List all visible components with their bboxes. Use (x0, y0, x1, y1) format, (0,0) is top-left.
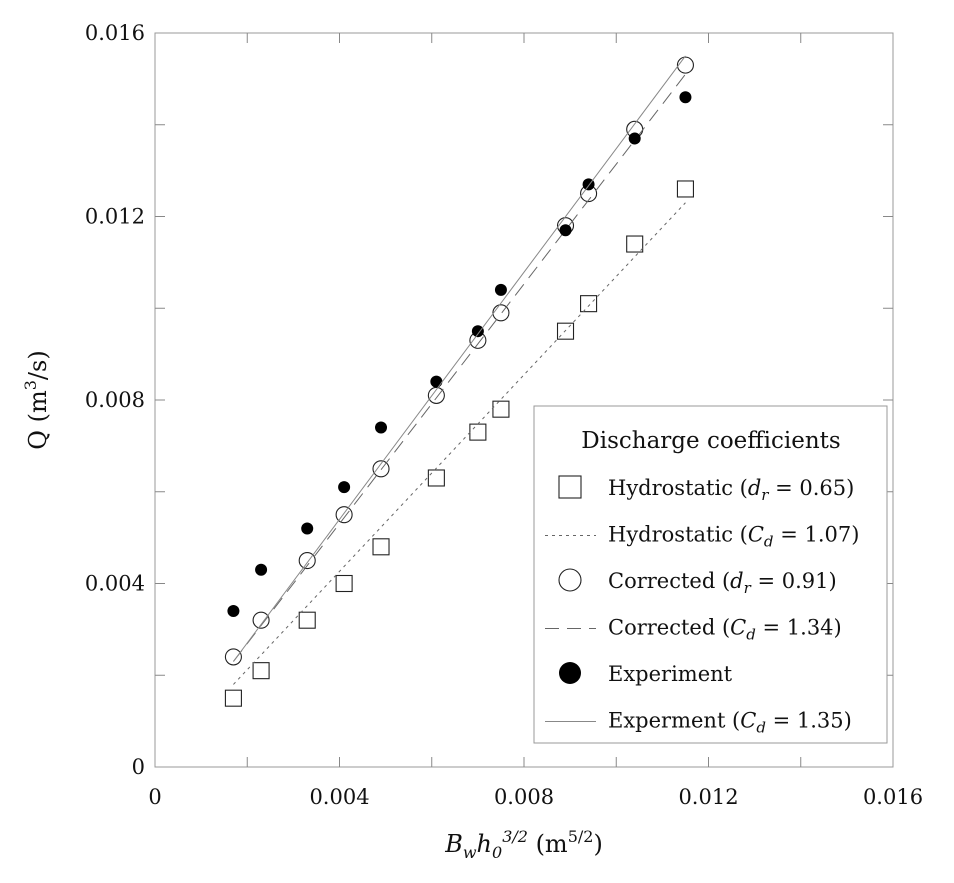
legend-entry: Experment (Cd = 1.35) (545, 709, 852, 737)
experiment-fit-line (233, 55, 686, 662)
experiment-fit (233, 55, 686, 662)
data-point-square (298, 611, 316, 629)
data-point-square (626, 235, 644, 253)
legend-entry: Experiment (559, 662, 733, 686)
data-point-circle (252, 611, 270, 629)
corrected-fit (233, 73, 686, 662)
data-point-filled (679, 91, 692, 104)
data-point-square (676, 180, 694, 198)
ticks: 0 0.004 0.008 0.012 0.016 0 0.004 0.008 0.012 0.0… (85, 21, 923, 809)
legend-label: Hydrostatic (dr = 0.65) (608, 476, 854, 504)
legend-title: Discharge coefficients (581, 428, 840, 454)
data-point-square (335, 574, 353, 593)
corrected-fit-line (233, 73, 686, 662)
series-layer (224, 55, 694, 707)
legend-square-icon (558, 475, 582, 499)
legend-entry: Corrected (Cd = 1.34) (545, 616, 842, 644)
x-tick-label: 0 (148, 785, 161, 809)
legend-label: Corrected (dr = 0.91) (608, 569, 837, 597)
legend-entry: Hydrostatic (dr = 0.65) (558, 475, 854, 504)
legend-label: Experiment (608, 662, 733, 686)
experiment-points (227, 91, 692, 618)
y-tick-label: 0.008 (85, 388, 145, 412)
hydrostatic-fit-line (233, 202, 686, 685)
legend-entry: Corrected (dr = 0.91) (558, 568, 837, 597)
data-point-square (224, 689, 242, 707)
data-point-filled (494, 283, 507, 296)
x-axis-title: Bwh03/2 (m5/2) (444, 827, 603, 862)
x-tick-label: 0.008 (494, 785, 554, 809)
x-tick-label: 0.012 (678, 785, 738, 809)
data-point-circle (676, 56, 694, 74)
legend-label: Corrected (Cd = 1.34) (608, 616, 842, 644)
data-point-square (492, 400, 510, 418)
legend-filled-circle-icon (559, 662, 581, 684)
data-point-filled (430, 375, 443, 388)
data-point-filled (375, 421, 388, 434)
hydrostatic-points (224, 180, 694, 707)
data-point-square (580, 295, 598, 313)
legend-label: Experment (Cd = 1.35) (608, 709, 852, 737)
y-axis-title: Q (m3/s) (21, 350, 52, 449)
y-tick-label: 0 (132, 755, 145, 779)
data-point-filled (227, 605, 240, 618)
x-tick-label: 0.004 (309, 785, 369, 809)
hydrostatic-fit (233, 202, 686, 685)
legend-entries: Hydrostatic (dr = 0.65) Hydrostatic (Cd =… (545, 475, 859, 737)
data-point-square (372, 538, 390, 556)
data-point-square (252, 662, 270, 680)
legend-label: Hydrostatic (Cd = 1.07) (608, 523, 859, 551)
y-tick-label: 0.012 (85, 205, 145, 229)
legend-circle-icon (558, 568, 582, 592)
data-point-filled (255, 563, 268, 576)
x-tick-label: 0.016 (863, 785, 923, 809)
data-point-filled (301, 522, 314, 535)
data-point-filled (628, 132, 641, 145)
data-point-filled (338, 481, 351, 494)
y-tick-label: 0.004 (85, 572, 145, 596)
data-point-square (427, 469, 445, 487)
legend: Discharge coefficients Hydrostatic (dr =… (533, 405, 888, 744)
data-point-square (469, 423, 487, 441)
legend-entry: Hydrostatic (Cd = 1.07) (545, 523, 859, 551)
data-point-filled (559, 224, 572, 237)
legend-box (533, 405, 888, 744)
y-tick-label: 0.016 (85, 21, 145, 45)
data-point-filled (471, 325, 484, 338)
data-point-circle (224, 648, 242, 666)
